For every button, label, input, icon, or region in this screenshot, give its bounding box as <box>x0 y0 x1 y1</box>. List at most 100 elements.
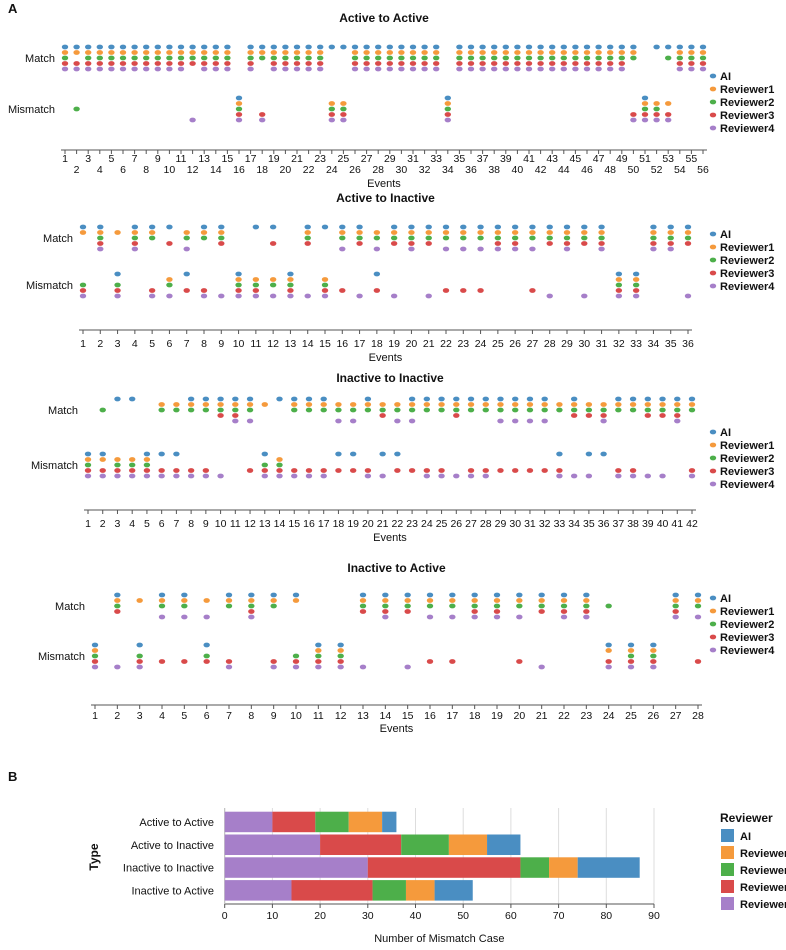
x-tick-label: 26 <box>349 164 361 176</box>
x-tick-label: 56 <box>697 164 709 176</box>
x-axis-title: Events <box>369 352 403 364</box>
dot-ai-mismatch <box>615 271 623 277</box>
dot-reviewer2-mismatch <box>328 106 335 112</box>
dot-reviewer4-mismatch <box>114 293 121 299</box>
dot-reviewer1-match <box>291 402 298 407</box>
x-tick-label: 4 <box>132 338 138 350</box>
dot-reviewer1-match <box>359 598 367 603</box>
dot-reviewer2-match <box>511 235 519 241</box>
dot-reviewer1-match <box>408 402 416 407</box>
dot-reviewer3-match <box>676 61 683 66</box>
dot-reviewer4-match <box>224 66 231 72</box>
x-tick-label: 19 <box>491 710 503 722</box>
dot-reviewer3-match <box>398 61 405 66</box>
dot-ai-match <box>293 44 301 50</box>
bar-reviewer4 <box>224 880 292 901</box>
dot-ai-match <box>653 44 660 50</box>
dot-reviewer3-match <box>201 61 208 66</box>
dot-reviewer1-match <box>131 230 139 235</box>
x-tick-label: 17 <box>354 338 366 350</box>
dot-ai-mismatch <box>379 451 386 457</box>
x-tick-label: 21 <box>377 518 389 530</box>
dot-reviewer3-mismatch <box>339 288 346 293</box>
dot-reviewer3-match <box>456 61 463 66</box>
dot-ai-match <box>694 592 702 598</box>
dot-reviewer3-match <box>390 241 398 246</box>
dot-reviewer4-mismatch <box>438 473 445 479</box>
x-tick-label: 38 <box>627 518 639 530</box>
dot-reviewer1-match <box>136 598 143 603</box>
dot-reviewer4-mismatch <box>321 293 329 299</box>
dot-ai-mismatch <box>173 451 180 457</box>
dot-reviewer3-mismatch <box>321 288 329 293</box>
dot-reviewer2-mismatch <box>235 106 243 112</box>
legend-marker-reviewer3 <box>709 634 717 640</box>
bar-ai <box>382 811 397 833</box>
dot-reviewer4-mismatch <box>556 473 563 479</box>
dot-reviewer2-mismatch <box>261 462 268 468</box>
x-tick-label: 33 <box>554 518 566 530</box>
dot-ai-match <box>202 396 210 402</box>
dot-reviewer4-mismatch <box>328 117 335 123</box>
dot-reviewer4-mismatch <box>235 293 242 299</box>
bar-reviewer2 <box>401 834 449 855</box>
legend-marker-reviewer2 <box>709 257 717 263</box>
dot-reviewer2-match <box>305 407 313 413</box>
x-tick-label: 12 <box>267 338 279 350</box>
dot-reviewer1-mismatch <box>627 648 635 653</box>
dot-reviewer2-match <box>293 55 301 61</box>
dot-ai-match <box>108 44 115 50</box>
dot-reviewer3-mismatch <box>449 659 456 664</box>
legend-label-reviewer2: Reviewer2 <box>720 255 774 267</box>
row-label-match: Match <box>48 405 78 417</box>
dot-reviewer4-match <box>694 614 702 620</box>
dot-reviewer4-mismatch <box>315 664 322 670</box>
dot-reviewer1-match <box>202 402 210 407</box>
dot-reviewer1-match <box>364 402 372 407</box>
dot-reviewer1-match <box>304 230 311 235</box>
dot-reviewer3-match <box>154 61 161 66</box>
dot-reviewer4-match <box>607 66 614 72</box>
x-tick-label: 4 <box>129 518 135 530</box>
legend-marker-reviewer3 <box>709 468 717 474</box>
dot-reviewer4-mismatch <box>630 117 637 123</box>
legend-swatch-reviewer2 <box>721 863 734 876</box>
legend-marker-reviewer4 <box>709 283 717 289</box>
dot-ai-match <box>276 396 283 402</box>
x-tick-label: 52 <box>651 164 663 176</box>
dot-reviewer2-match <box>467 407 475 413</box>
dot-reviewer4-mismatch <box>585 473 593 479</box>
x-tick-label: 42 <box>535 164 547 176</box>
dot-reviewer1-match <box>177 50 185 55</box>
dot-reviewer3-match <box>143 61 150 66</box>
dot-ai-match <box>526 396 534 402</box>
legend-label-reviewer3: Reviewer3 <box>740 882 786 894</box>
x-tick-label: 22 <box>558 710 570 722</box>
dot-ai-match <box>218 224 225 230</box>
x-tick-label: 11 <box>176 153 187 165</box>
legend-label-reviewer3: Reviewer3 <box>720 466 774 478</box>
dot-reviewer3-match <box>177 61 185 66</box>
dot-ai-match <box>665 44 672 50</box>
x-tick-label: 31 <box>407 153 419 165</box>
dot-reviewer2-mismatch <box>79 282 87 288</box>
dot-reviewer2-match <box>482 407 489 413</box>
x-tick-label: 5 <box>181 710 187 722</box>
dot-reviewer4-match <box>131 246 139 252</box>
dot-reviewer4-mismatch <box>114 473 121 479</box>
dot-reviewer2-match <box>363 55 370 61</box>
dot-reviewer4-match <box>282 66 289 72</box>
dot-reviewer4-match <box>293 66 301 72</box>
x-tick-label: 1 <box>62 153 68 165</box>
dot-reviewer2-mismatch <box>292 653 300 659</box>
dot-reviewer1-mismatch <box>91 648 99 653</box>
x-tick-label: 49 <box>616 153 628 165</box>
dot-reviewer3-match <box>563 241 571 246</box>
dot-reviewer1-match <box>676 50 683 55</box>
dot-reviewer1-match <box>339 230 346 235</box>
dot-reviewer1-match <box>305 50 312 55</box>
x-tick-label: 14 <box>379 710 391 722</box>
dot-ai-match <box>148 224 156 230</box>
dot-reviewer1-match <box>502 50 509 55</box>
dot-reviewer1-match <box>438 402 445 407</box>
